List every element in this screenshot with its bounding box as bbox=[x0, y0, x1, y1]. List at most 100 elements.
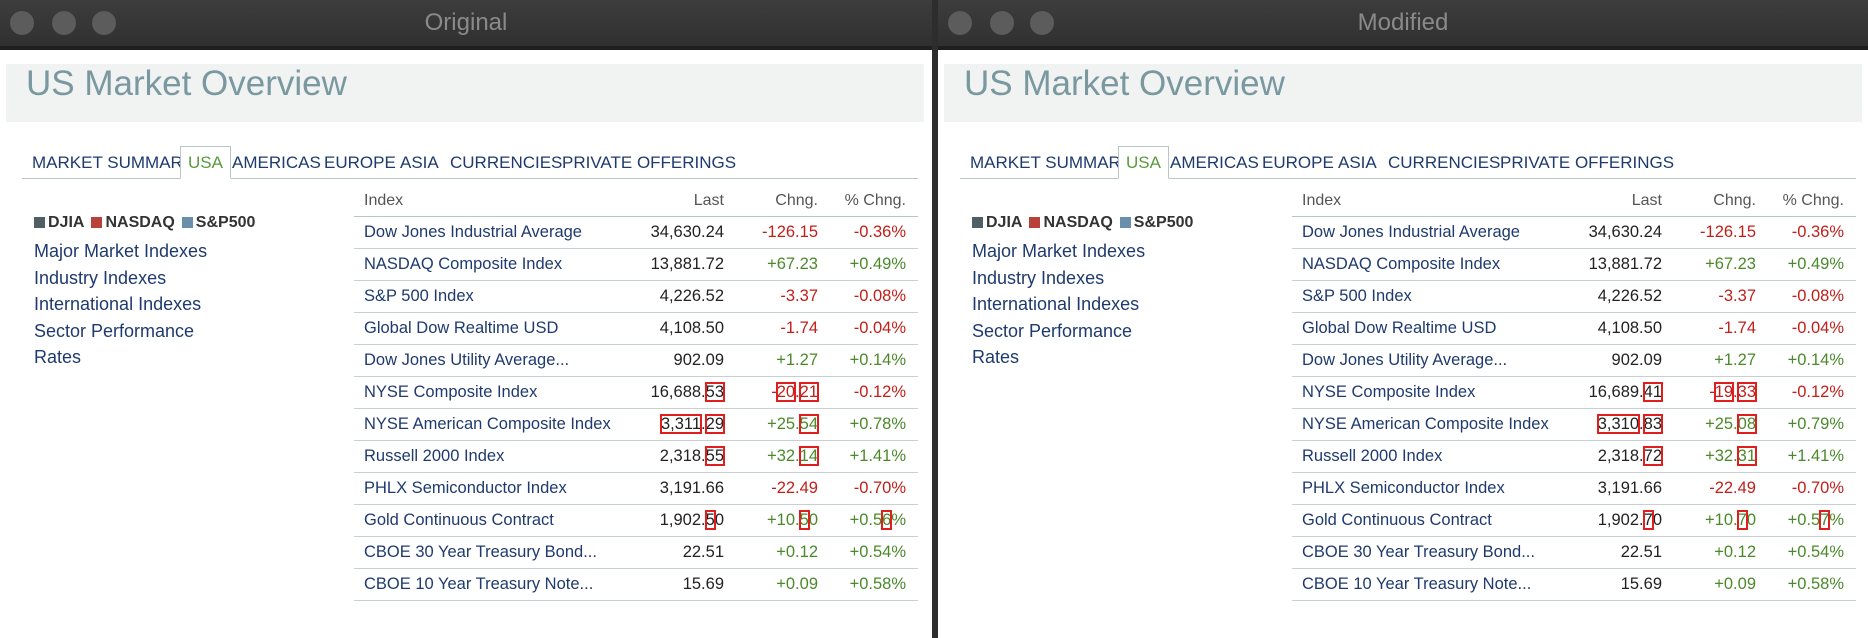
side-link[interactable]: International Indexes bbox=[34, 294, 202, 314]
tab-market-summary[interactable]: MARKET SUMMARY bbox=[32, 153, 194, 172]
side-link[interactable]: Sector Performance bbox=[34, 320, 195, 341]
legend-item[interactable]: NASDAQ bbox=[1029, 214, 1113, 231]
tab-private-offerings[interactable]: PRIVATE OFFERINGS bbox=[562, 153, 737, 172]
value-segment: 3,191.66 bbox=[1597, 479, 1662, 497]
diff-highlight: 72 bbox=[1642, 446, 1664, 466]
tab-currencies[interactable]: CURRENCIES bbox=[450, 153, 563, 172]
page-title: US Market Overview bbox=[26, 64, 347, 103]
tab-americas[interactable]: AMERICAS bbox=[232, 153, 321, 172]
side-link[interactable]: Rates bbox=[34, 347, 82, 367]
index-link[interactable]: NASDAQ Composite Index bbox=[1302, 255, 1501, 273]
value-segment: 4,108.50 bbox=[659, 319, 724, 337]
index-link[interactable]: NASDAQ Composite Index bbox=[364, 255, 563, 273]
index-link[interactable]: NYSE Composite Index bbox=[364, 383, 538, 401]
table-row: Dow Jones Industrial Average 34,630.24 -12… bbox=[1292, 217, 1856, 249]
index-link[interactable]: CBOE 10 Year Treasury Note... bbox=[1302, 575, 1532, 593]
close-button[interactable] bbox=[10, 11, 34, 35]
legend-item[interactable]: DJIA bbox=[972, 214, 1022, 231]
index-link[interactable]: Gold Continuous Contract bbox=[364, 511, 554, 529]
index-link[interactable]: Dow Jones Industrial Average bbox=[1302, 223, 1520, 241]
index-link[interactable]: S&P 500 Index bbox=[1302, 287, 1412, 305]
value-segment: 8. bbox=[691, 383, 706, 401]
zoom-button[interactable] bbox=[1030, 11, 1054, 35]
value-segment: -22.49 bbox=[771, 479, 818, 497]
value-segment: . bbox=[1639, 415, 1644, 433]
tab-asia[interactable]: ASIA bbox=[400, 153, 439, 172]
pct-change-value: +0.14% bbox=[1788, 345, 1844, 376]
minimize-button[interactable] bbox=[990, 11, 1014, 35]
col-header-pct: % Chng. bbox=[844, 192, 906, 209]
side-link[interactable]: Industry Indexes bbox=[972, 267, 1105, 288]
index-link[interactable]: NYSE Composite Index bbox=[1302, 383, 1476, 401]
index-link[interactable]: NYSE American Composite Index bbox=[364, 415, 611, 433]
tab-currencies[interactable]: CURRENCIES bbox=[1388, 153, 1501, 172]
index-link[interactable]: NYSE American Composite Index bbox=[1302, 415, 1549, 433]
value-segment: +10. bbox=[1705, 511, 1738, 529]
legend-item[interactable]: S&P500 bbox=[1119, 214, 1193, 231]
side-link[interactable]: Rates bbox=[972, 347, 1020, 367]
index-link[interactable]: Dow Jones Utility Average... bbox=[364, 351, 570, 369]
legend-label: NASDAQ bbox=[1043, 214, 1113, 231]
legend-item[interactable]: S&P500 bbox=[181, 214, 255, 231]
last-value: 3,311.29 bbox=[659, 409, 726, 440]
index-link[interactable]: PHLX Semiconductor Index bbox=[1302, 479, 1505, 497]
index-name-cell: NYSE Composite Index bbox=[364, 377, 537, 408]
index-link[interactable]: Dow Jones Industrial Average bbox=[364, 223, 582, 241]
tab-asia[interactable]: ASIA bbox=[1338, 153, 1377, 172]
tab-usa[interactable]: USA bbox=[180, 146, 231, 179]
close-button[interactable] bbox=[948, 11, 972, 35]
value-segment: - bbox=[771, 383, 777, 401]
index-link[interactable]: Dow Jones Utility Average... bbox=[1302, 351, 1508, 369]
index-link[interactable]: CBOE 30 Year Treasury Bond... bbox=[1302, 543, 1535, 561]
pct-change-value: +1.41% bbox=[1788, 441, 1844, 472]
side-link[interactable]: Major Market Indexes bbox=[34, 241, 208, 261]
index-name-cell: Dow Jones Industrial Average bbox=[364, 217, 582, 248]
legend-swatch bbox=[34, 217, 45, 228]
legend-item[interactable]: DJIA bbox=[34, 214, 84, 231]
tab-usa[interactable]: USA bbox=[1118, 146, 1169, 179]
value-segment: -1.74 bbox=[1718, 319, 1756, 337]
index-link[interactable]: Russell 2000 Index bbox=[364, 447, 505, 465]
value-segment: +0.58% bbox=[1787, 575, 1844, 593]
index-link[interactable]: CBOE 10 Year Treasury Note... bbox=[364, 575, 594, 593]
index-name-cell: NYSE American Composite Index bbox=[1302, 409, 1549, 440]
pct-change-value: -0.08% bbox=[1792, 281, 1844, 312]
window-divider bbox=[932, 0, 938, 638]
index-link[interactable]: Russell 2000 Index bbox=[1302, 447, 1443, 465]
last-value: 4,226.52 bbox=[660, 281, 724, 312]
tab-market-summary[interactable]: MARKET SUMMARY bbox=[970, 153, 1132, 172]
index-link[interactable]: CBOE 30 Year Treasury Bond... bbox=[364, 543, 597, 561]
table-header: Index Last Chng. % Chng. bbox=[1292, 186, 1856, 217]
tab-private-offerings[interactable]: PRIVATE OFFERINGS bbox=[1500, 153, 1675, 172]
tab-europe[interactable]: EUROPE bbox=[324, 153, 396, 172]
value-segment: 15.69 bbox=[682, 575, 724, 593]
legend-swatch bbox=[972, 217, 983, 228]
table-row: CBOE 30 Year Treasury Bond... 22.51 +0.12 +… bbox=[354, 537, 918, 569]
side-link[interactable]: Sector Performance bbox=[972, 320, 1133, 341]
legend-label: DJIA bbox=[986, 214, 1023, 231]
change-value: -3.37 bbox=[1718, 281, 1756, 312]
index-link[interactable]: PHLX Semiconductor Index bbox=[364, 479, 567, 497]
tab-europe[interactable]: EUROPE bbox=[1262, 153, 1334, 172]
side-link[interactable]: Industry Indexes bbox=[34, 267, 167, 288]
side-link[interactable]: Major Market Indexes bbox=[972, 241, 1146, 261]
value-segment: 22.51 bbox=[682, 543, 724, 561]
value-segment: +0.09 bbox=[1714, 575, 1756, 593]
legend-item[interactable]: NASDAQ bbox=[91, 214, 175, 231]
side-link[interactable]: International Indexes bbox=[972, 294, 1140, 314]
value-segment: 13,881.72 bbox=[650, 255, 724, 273]
diff-highlight: 41 bbox=[1642, 382, 1664, 402]
index-table: Index Last Chng. % Chng. Dow Jones Industria… bbox=[354, 186, 918, 601]
value-segment: +0.12 bbox=[776, 543, 818, 561]
index-link[interactable]: Gold Continuous Contract bbox=[1302, 511, 1492, 529]
tab-americas[interactable]: AMERICAS bbox=[1170, 153, 1259, 172]
side-links: Major Market Indexes Industry Indexes Inte… bbox=[34, 238, 207, 371]
minimize-button[interactable] bbox=[52, 11, 76, 35]
zoom-button[interactable] bbox=[92, 11, 116, 35]
index-link[interactable]: Global Dow Realtime USD bbox=[1302, 319, 1497, 337]
table-row: Gold Continuous Contract 1,902.70 +10.70 +0… bbox=[1292, 505, 1856, 537]
index-link[interactable]: S&P 500 Index bbox=[364, 287, 474, 305]
index-link[interactable]: Global Dow Realtime USD bbox=[364, 319, 559, 337]
value-segment: % bbox=[891, 415, 906, 433]
legend-swatch bbox=[181, 217, 193, 228]
